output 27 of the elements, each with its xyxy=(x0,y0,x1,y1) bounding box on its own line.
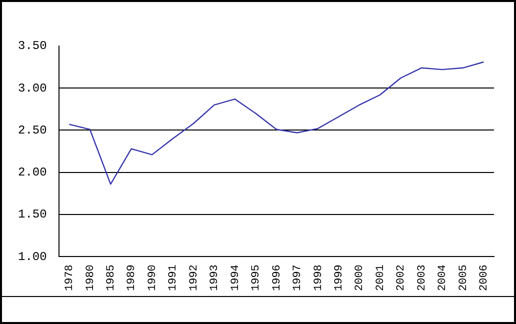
x-tick-label: 1992 xyxy=(188,264,200,291)
x-tick-label: 2000 xyxy=(354,264,366,291)
x-tick-label: 2002 xyxy=(396,264,408,291)
x-tick-label: 2004 xyxy=(437,264,450,291)
x-tick-label: 1989 xyxy=(126,264,138,291)
y-tick-label: 3.00 xyxy=(18,81,47,96)
x-tick-label: 1978 xyxy=(64,264,76,291)
x-tick-label: 2001 xyxy=(374,264,387,291)
x-tick-label: 1994 xyxy=(230,264,242,291)
x-tick-label: 1990 xyxy=(146,264,159,291)
x-tick-label: 1993 xyxy=(209,264,222,291)
x-tick-label: 2003 xyxy=(416,264,428,291)
x-tick-label: 1991 xyxy=(168,264,180,291)
x-tick-label: 2005 xyxy=(458,264,470,291)
x-tick-label: 1996 xyxy=(271,264,284,291)
y-tick-label: 2.00 xyxy=(18,166,47,180)
y-tick-label: 1.00 xyxy=(18,250,47,264)
x-tick-label: 2006 xyxy=(478,264,491,291)
x-tick-label: 1998 xyxy=(312,264,325,291)
x-tick-label: 1997 xyxy=(292,264,304,291)
y-tick-label: 3.50 xyxy=(18,39,47,54)
x-tick-label: 1995 xyxy=(250,264,263,291)
x-tick-label: 1999 xyxy=(333,264,346,291)
y-tick-label: 1.50 xyxy=(18,208,47,222)
x-tick-label: 1980 xyxy=(84,264,97,291)
x-tick-label: 1985 xyxy=(106,264,118,291)
y-tick-label: 2.50 xyxy=(18,123,47,138)
